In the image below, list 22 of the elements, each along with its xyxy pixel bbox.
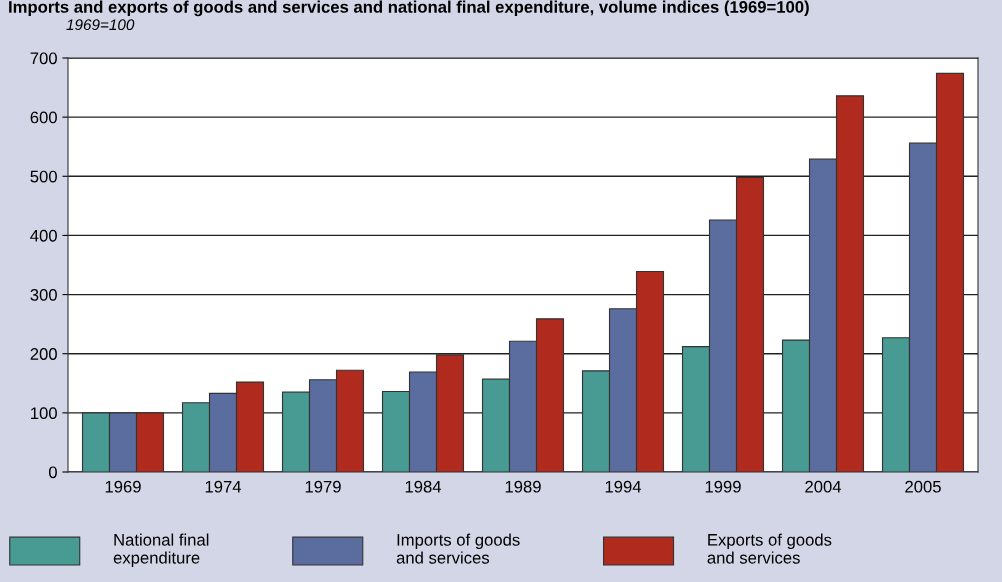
x-tick-label: 2005 [905, 480, 941, 493]
y-tick-label: 600 [30, 111, 57, 124]
legend-label: Exports of goods and services [707, 533, 832, 564]
y-tick-label: 100 [31, 407, 57, 420]
y-tick-label: 700 [30, 52, 57, 65]
y-tick-label: 200 [30, 348, 57, 360]
y-tick-label: 500 [30, 170, 57, 183]
x-tick-label: 2004 [805, 480, 842, 493]
y-tick-label: 0 [48, 466, 57, 479]
y-tick-label: 400 [30, 229, 57, 242]
chart-subtitle: 1969=100 [66, 19, 135, 31]
y-tick-label: 300 [30, 288, 57, 301]
x-tick-label: 1994 [605, 480, 642, 493]
legend-label: National final expenditure [113, 533, 209, 567]
x-tick-label: 1999 [705, 480, 741, 493]
x-tick-label: 1979 [305, 480, 341, 493]
chart-title: Imports and exports of goods and services and national final expenditure, volume indices (1969=100) [9, 0, 809, 17]
x-tick-label: 1984 [405, 480, 442, 493]
x-tick-label: 1974 [205, 480, 242, 493]
x-tick-label: 1969 [105, 480, 141, 493]
legend-label: Imports of goods and services [396, 533, 520, 564]
x-tick-label: 1989 [505, 480, 541, 493]
